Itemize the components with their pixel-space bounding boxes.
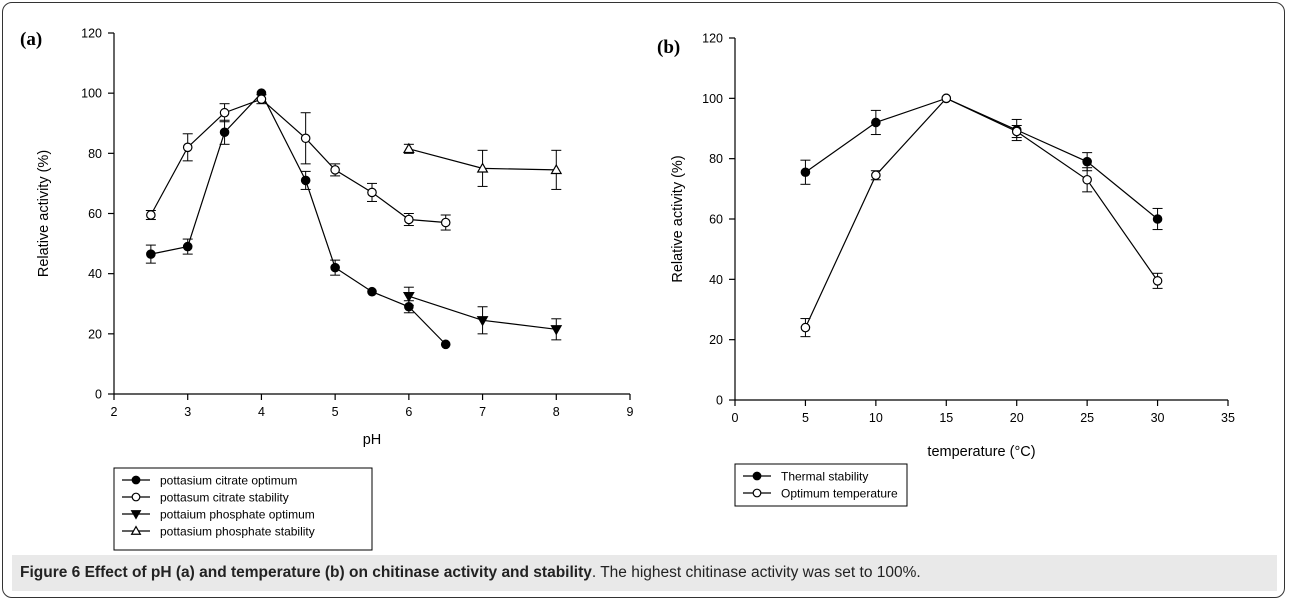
panel-label: (b)	[657, 37, 680, 58]
y-tick-label: 120	[81, 27, 102, 41]
legend: Thermal stability Optimum temperature	[734, 463, 908, 507]
caption-text: . The highest chitinase activity was set…	[591, 564, 921, 581]
legend-marker	[752, 471, 762, 481]
x-tick-label: 7	[479, 405, 486, 419]
data-point	[440, 339, 451, 350]
data-point	[146, 249, 156, 259]
y-tick-label: 40	[709, 273, 723, 287]
legend-box	[113, 467, 373, 551]
data-point	[402, 142, 415, 154]
series-2	[145, 94, 451, 231]
y-axis-label: Relative activity (%)	[670, 155, 686, 282]
series-4	[402, 142, 563, 190]
data-point	[330, 262, 340, 273]
x-tick-label: 4	[258, 405, 265, 419]
legend-label: Thermal stability	[781, 470, 868, 484]
legend-box	[734, 463, 908, 507]
y-tick-label: 120	[702, 32, 723, 46]
panel-label: (a)	[20, 29, 42, 50]
data-point	[550, 325, 563, 336]
x-tick-label: 0	[732, 411, 739, 425]
data-point	[182, 241, 193, 252]
legend-label: pottasium citrate optimum	[160, 474, 297, 488]
data-point	[1152, 276, 1163, 286]
data-point	[1082, 174, 1092, 185]
data-point	[1082, 156, 1092, 167]
data-point	[550, 163, 563, 175]
legend-label: pottaium phosphate optimum	[160, 508, 315, 522]
series-2	[800, 93, 1163, 338]
data-point	[402, 292, 415, 303]
series-line	[150, 92, 447, 345]
x-tick-label: 2	[111, 405, 118, 419]
series-line	[150, 98, 446, 224]
legend-marker	[130, 525, 142, 535]
y-tick-label: 0	[95, 388, 102, 402]
data-point	[256, 94, 267, 104]
x-tick-label: 20	[1010, 411, 1024, 425]
series-3	[402, 286, 563, 341]
data-point	[330, 165, 340, 175]
data-point	[941, 93, 952, 104]
x-axis-label: temperature (°C)	[927, 444, 1035, 460]
legend-label: pottasum citrate stability	[160, 491, 289, 505]
figure-caption: Figure 6 Effect of pH (a) and temperatur…	[12, 555, 1277, 591]
x-tick-label: 10	[869, 411, 883, 425]
data-point	[367, 187, 377, 198]
data-point	[1152, 214, 1163, 224]
y-tick-label: 40	[88, 267, 102, 281]
x-tick-label: 3	[184, 405, 191, 419]
data-point	[440, 217, 451, 228]
data-point	[219, 107, 230, 118]
x-tick-label: 25	[1080, 411, 1094, 425]
y-tick-label: 20	[88, 327, 102, 341]
data-point	[367, 286, 377, 297]
x-tick-label: 15	[939, 411, 953, 425]
x-tick-label: 5	[802, 411, 809, 425]
caption-title: Figure 6 Effect of pH (a) and temperatur…	[20, 564, 592, 581]
data-point	[182, 142, 193, 153]
x-tick-label: 6	[405, 405, 412, 419]
data-point	[300, 175, 311, 186]
data-point	[146, 210, 156, 220]
data-point	[476, 162, 489, 173]
legend-marker	[752, 488, 762, 498]
legend-label: Optimum temperature	[781, 487, 898, 501]
data-point	[871, 117, 881, 128]
chart-panel-a: (a) 2 3 4 5 6 7 8 9 0 20 40 60 80 100 120 pH Relative act…	[20, 27, 634, 551]
y-tick-label: 80	[88, 147, 102, 161]
data-point	[1011, 126, 1022, 137]
legend-marker	[131, 492, 141, 502]
y-tick-label: 100	[702, 92, 723, 106]
x-tick-label: 9	[627, 405, 634, 419]
data-point	[219, 127, 230, 138]
y-tick-label: 60	[709, 213, 723, 227]
x-tick-label: 35	[1221, 411, 1235, 425]
series-line	[805, 97, 1158, 220]
y-tick-label: 100	[81, 87, 102, 101]
legend-label: pottasium phosphate stability	[160, 525, 315, 539]
data-point	[476, 316, 489, 327]
data-point	[404, 214, 414, 225]
legend-marker	[131, 475, 141, 485]
x-tick-label: 8	[553, 405, 560, 419]
x-tick-label: 30	[1151, 411, 1165, 425]
series-line	[804, 97, 1159, 328]
legend-marker	[130, 510, 142, 520]
x-tick-label: 5	[332, 405, 339, 419]
y-tick-label: 80	[709, 152, 723, 166]
x-axis-label: pH	[363, 432, 382, 448]
y-tick-label: 0	[716, 394, 723, 408]
y-tick-label: 20	[709, 333, 723, 347]
chart-panel-b: (b) 0 5 10 15 20 25 30 35 0 20 40 60 80 100 120 temperat…	[657, 32, 1235, 507]
data-point	[871, 170, 881, 181]
data-point	[300, 133, 311, 144]
data-point	[800, 167, 811, 178]
data-point	[800, 322, 811, 333]
legend: pottasium citrate optimum pottasum citrat…	[113, 467, 373, 551]
y-axis-label: Relative activity (%)	[36, 150, 52, 277]
y-tick-label: 60	[88, 207, 102, 221]
